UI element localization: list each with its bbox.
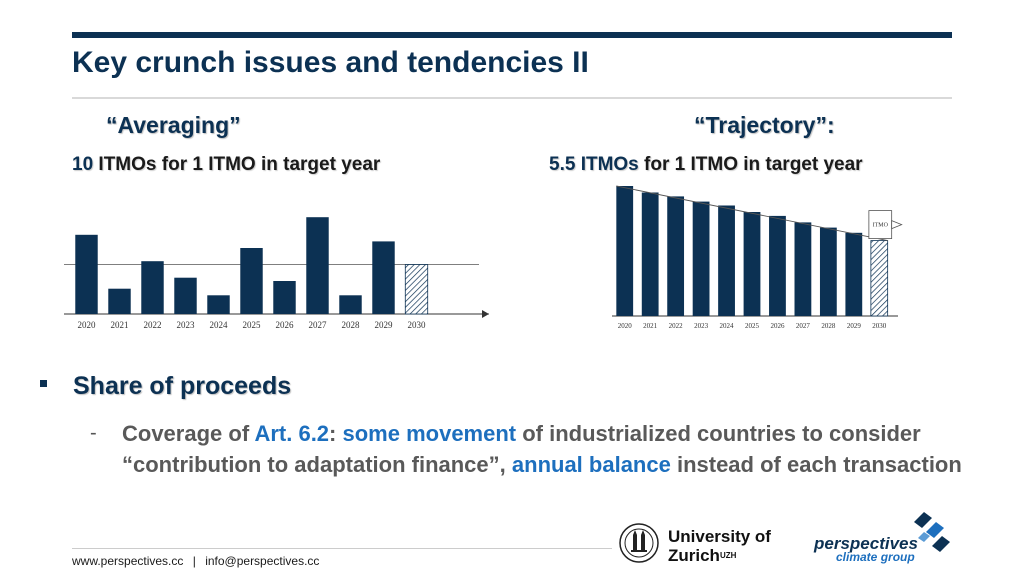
target-year-bar [870, 240, 889, 317]
uzh-line2: Zurich [668, 546, 720, 565]
title-divider [72, 97, 952, 99]
uzh-line1: University of [668, 527, 771, 546]
website-link[interactable]: www.perspectives.cc [72, 554, 184, 568]
footer-divider [72, 548, 612, 549]
x-tick-label: 2023 [177, 320, 196, 330]
x-tick-label: 2024 [720, 322, 735, 330]
x-tick-label: 2020 [618, 322, 633, 330]
x-tick-label: 2021 [111, 320, 129, 330]
x-tick-label: 2027 [309, 320, 328, 330]
bullet-square [40, 380, 47, 387]
coverage-paragraph: Coverage of Art. 6.2: some movement of i… [122, 418, 992, 480]
x-tick-label: 2023 [694, 322, 709, 330]
x-tick-label: 2026 [276, 320, 295, 330]
axis-arrow [482, 310, 489, 318]
highlight-text: some movement [342, 421, 517, 446]
bar [75, 234, 98, 314]
x-tick-label: 2025 [243, 320, 262, 330]
trajectory-heading: “Trajectory”: [694, 112, 835, 138]
x-tick-label: 2021 [643, 322, 658, 330]
bar [372, 241, 395, 314]
uzh-seal-icon [619, 523, 659, 563]
highlight-text: Art. 6.2 [254, 421, 330, 446]
x-tick-label: 2022 [144, 320, 162, 330]
averaging-description: 10 ITMOs for 1 ITMO in target year [72, 154, 380, 176]
itmo-callout-label: ITMO [873, 223, 889, 229]
x-tick-label: 2028 [342, 320, 361, 330]
paragraph-text: Coverage of [122, 421, 255, 446]
bar [819, 227, 837, 316]
averaging-heading: “Averaging” [106, 112, 241, 138]
paragraph-text: : [329, 421, 343, 446]
highlight-text: annual balance [511, 452, 671, 477]
x-tick-label: 2030 [872, 322, 887, 330]
perspectives-logo-icon [914, 512, 950, 552]
x-tick-label: 2029 [847, 322, 862, 330]
bar [616, 186, 634, 316]
share-of-proceeds-heading: Share of proceeds [73, 372, 292, 400]
bar [692, 201, 710, 316]
bar [794, 222, 812, 316]
bar [769, 215, 786, 316]
bar [667, 196, 685, 316]
bar [641, 192, 659, 316]
paragraph-text: instead of each transaction [670, 452, 962, 477]
bar [718, 205, 735, 316]
target-year-bar [404, 264, 429, 315]
x-tick-label: 2030 [408, 320, 427, 330]
perspectives-subtitle: climate group [836, 550, 915, 564]
bar [845, 232, 863, 316]
averaging-chart: 2020 2021 2022 2023 2024 2025 2026 2027 2028 2029… [64, 217, 489, 330]
bar [108, 288, 131, 314]
x-tick-label: 2029 [375, 320, 394, 330]
x-tick-label: 2020 [78, 320, 97, 330]
trajectory-chart: 2020 2021 2022 2023 2024 2025 2026 2027 2028 2029… [612, 185, 903, 330]
perspectives-name: perspectives [814, 534, 918, 553]
x-tick-label: 2022 [669, 322, 684, 330]
callout-pointer [891, 220, 903, 230]
trajectory-count: 5.5 ITMOs [549, 154, 639, 175]
footer-contact: www.perspectives.cc | info@perspectives.… [72, 554, 319, 568]
bar [743, 212, 761, 316]
x-tick-label: 2026 [770, 322, 785, 330]
paragraph-text: of industrialized countries to consider … [122, 421, 921, 477]
bar [240, 248, 263, 314]
footer-separator: | [192, 554, 196, 568]
bar [207, 295, 230, 314]
email-link[interactable]: info@perspectives.cc [205, 554, 320, 568]
x-tick-label: 2028 [821, 322, 836, 330]
bar [339, 295, 362, 314]
trajectory-line [616, 185, 888, 242]
trajectory-description: 5.5 ITMOs for 1 ITMO in target year [549, 154, 863, 176]
x-tick-label: 2024 [210, 320, 229, 330]
trajectory-rest: for 1 ITMO in target year [638, 154, 863, 175]
dash-marker: - [90, 422, 97, 444]
uzh-sup: UZH [719, 551, 737, 560]
x-tick-label: 2027 [796, 322, 811, 330]
bar [174, 277, 197, 314]
bar [273, 281, 296, 314]
averaging-count: 10 [72, 154, 94, 175]
x-tick-label: 2025 [745, 322, 760, 330]
bar [306, 217, 329, 314]
uzh-logo-text: University of ZurichUZH [668, 527, 771, 565]
top-rule [72, 32, 952, 38]
bar [141, 261, 164, 314]
averaging-rest: ITMOs for 1 ITMO in target year [93, 154, 381, 175]
slide-title: Key crunch issues and tendencies II [72, 46, 589, 79]
